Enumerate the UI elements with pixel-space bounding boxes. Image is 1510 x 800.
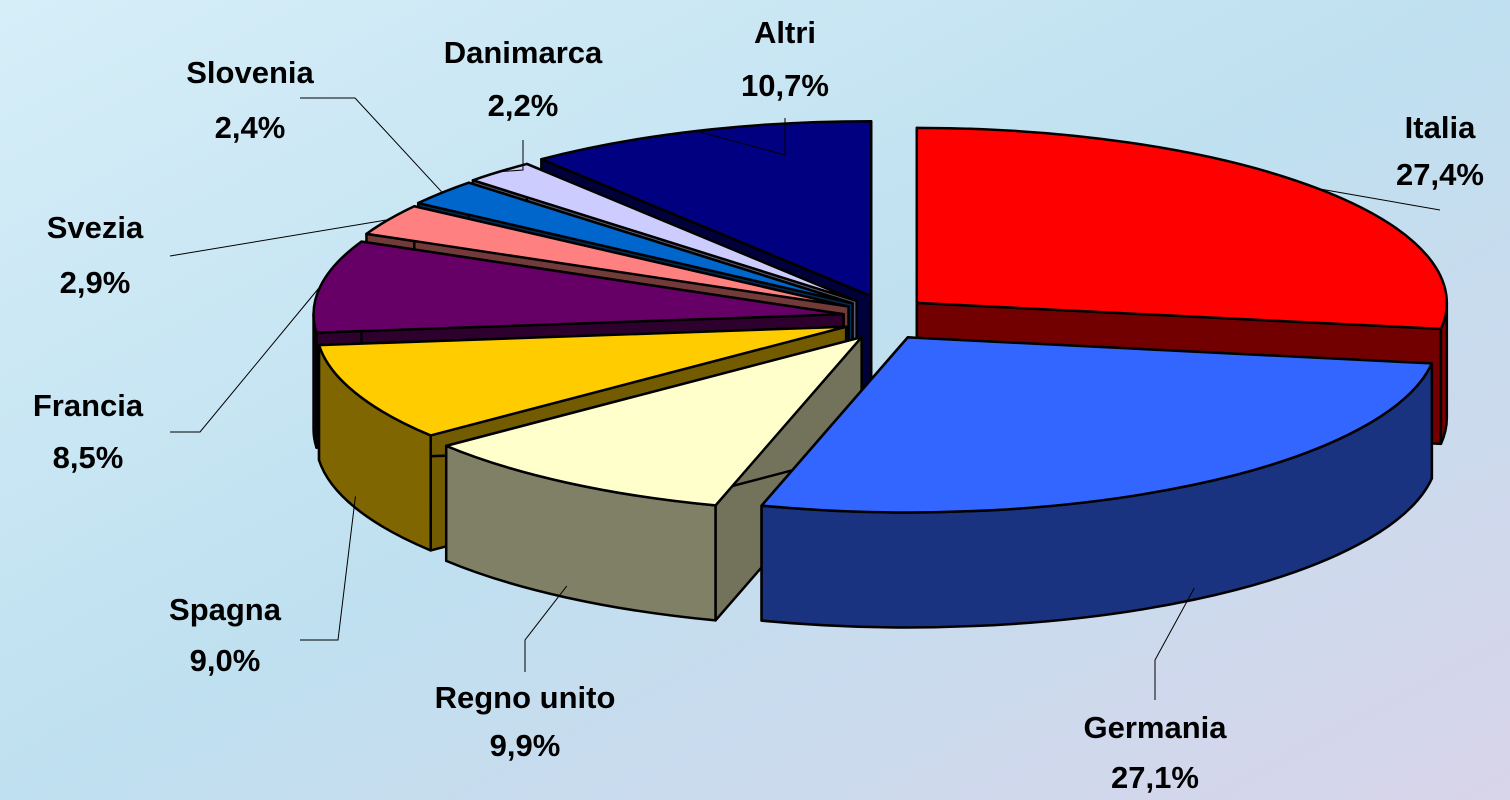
value-label: 2,9% — [60, 265, 131, 300]
value-label: 27,1% — [1111, 760, 1199, 795]
leader-line — [696, 118, 786, 156]
value-label: 10,7% — [741, 68, 829, 103]
labels: Italia 27,4% Germania 27,1% Regno unito 9,9% S… — [33, 15, 1484, 795]
category-label: Italia — [1405, 110, 1476, 145]
value-label: 2,4% — [215, 110, 286, 145]
category-label: Germania — [1083, 710, 1227, 745]
slice — [915, 126, 1449, 331]
leader-line — [300, 496, 356, 641]
leader-line — [169, 219, 389, 257]
category-label: Danimarca — [444, 35, 603, 70]
leader-line — [1318, 188, 1441, 211]
slice-side — [312, 313, 318, 449]
leader-line — [300, 97, 443, 193]
slice — [312, 240, 845, 334]
leader-line — [524, 585, 568, 672]
leader-line — [1154, 587, 1195, 700]
slice — [760, 336, 1434, 514]
value-label: 2,2% — [488, 88, 559, 123]
value-label: 9,9% — [490, 728, 561, 763]
slice — [444, 335, 863, 507]
slice — [416, 181, 854, 305]
leader-line — [170, 285, 321, 433]
value-label: 8,5% — [53, 440, 124, 475]
category-label: Altri — [754, 15, 816, 50]
pie — [312, 119, 1449, 629]
category-label: Slovenia — [186, 55, 314, 90]
category-label: Regno unito — [435, 680, 616, 715]
category-label: Spagna — [169, 592, 282, 627]
leader-line — [498, 140, 524, 173]
slice — [317, 325, 848, 437]
category-label: Francia — [33, 388, 144, 423]
value-label: 9,0% — [190, 643, 261, 678]
value-label: 27,4% — [1396, 157, 1484, 192]
category-label: Svezia — [47, 210, 144, 245]
